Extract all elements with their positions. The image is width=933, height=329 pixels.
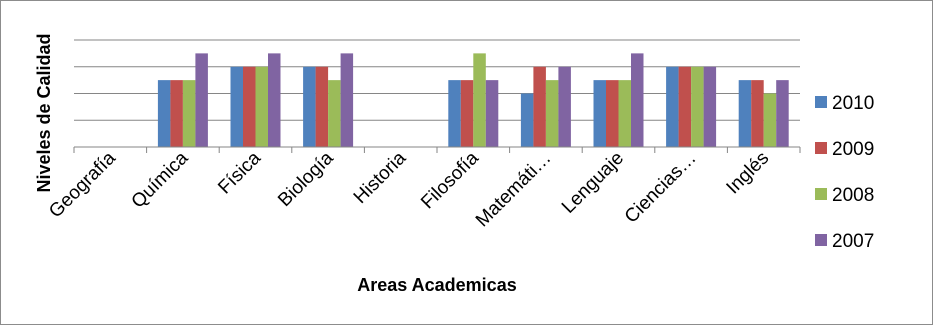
- legend-label: 2008: [832, 185, 874, 206]
- bar: [606, 80, 619, 147]
- bar: [195, 53, 208, 147]
- axes: [73, 146, 801, 153]
- legend-swatch: [815, 188, 827, 200]
- x-tick-label: Lenguaje: [558, 148, 628, 218]
- bar: [751, 80, 764, 147]
- bar: [268, 53, 281, 147]
- bar: [593, 80, 606, 147]
- y-axis-title: Niveles de Calidad: [34, 33, 54, 192]
- bar: [691, 66, 704, 147]
- x-tick-label: Geografía: [45, 147, 120, 222]
- x-tick-label: Matemáti…: [472, 148, 556, 232]
- bar: [315, 66, 329, 147]
- x-tick-label: Biología: [274, 147, 338, 211]
- bar: [303, 66, 316, 147]
- bar: [666, 66, 679, 147]
- bar: [545, 80, 559, 147]
- bar: [738, 80, 752, 147]
- bar: [485, 80, 499, 147]
- x-axis-title: Areas Academicas: [357, 275, 516, 295]
- bar: [533, 66, 546, 147]
- legend-label: 2010: [832, 93, 874, 114]
- x-tick-label: Filosofía: [417, 147, 483, 213]
- bar: [328, 80, 341, 147]
- bar: [473, 53, 486, 147]
- bar: [520, 93, 534, 147]
- bar: [157, 80, 171, 147]
- bar: [170, 80, 183, 147]
- x-tick-label: Inglés: [723, 148, 774, 199]
- bar: [243, 66, 256, 147]
- bar: [340, 53, 354, 147]
- legend-label: 2009: [832, 139, 874, 160]
- bar: [631, 53, 644, 147]
- x-tick-label: Química: [128, 147, 193, 212]
- bar: [703, 66, 717, 147]
- legend-swatch: [815, 96, 827, 108]
- x-tick-label: Historia: [350, 147, 411, 208]
- x-tick-label: Física: [214, 147, 265, 198]
- bar: [182, 80, 196, 147]
- legend-swatch: [815, 234, 827, 246]
- bar: [618, 80, 631, 147]
- bar: [558, 66, 571, 147]
- bar: [230, 66, 243, 147]
- legend-label: 2007: [832, 231, 874, 252]
- bar-chart: Geografía Química Física Biología Historia Fi…: [34, 33, 874, 295]
- bar: [763, 93, 777, 147]
- bar: [255, 66, 268, 147]
- bar: [678, 66, 692, 147]
- legend-swatch: [815, 142, 827, 154]
- bar: [460, 80, 474, 147]
- bars: [157, 53, 789, 147]
- x-tick-labels: Geografía Química Física Biología Historia Fi…: [45, 147, 773, 231]
- bar: [776, 80, 789, 147]
- legend: 2010 2009 2008 2007: [815, 93, 874, 252]
- bar: [448, 80, 461, 147]
- x-tick-label: Ciencias…: [621, 148, 701, 228]
